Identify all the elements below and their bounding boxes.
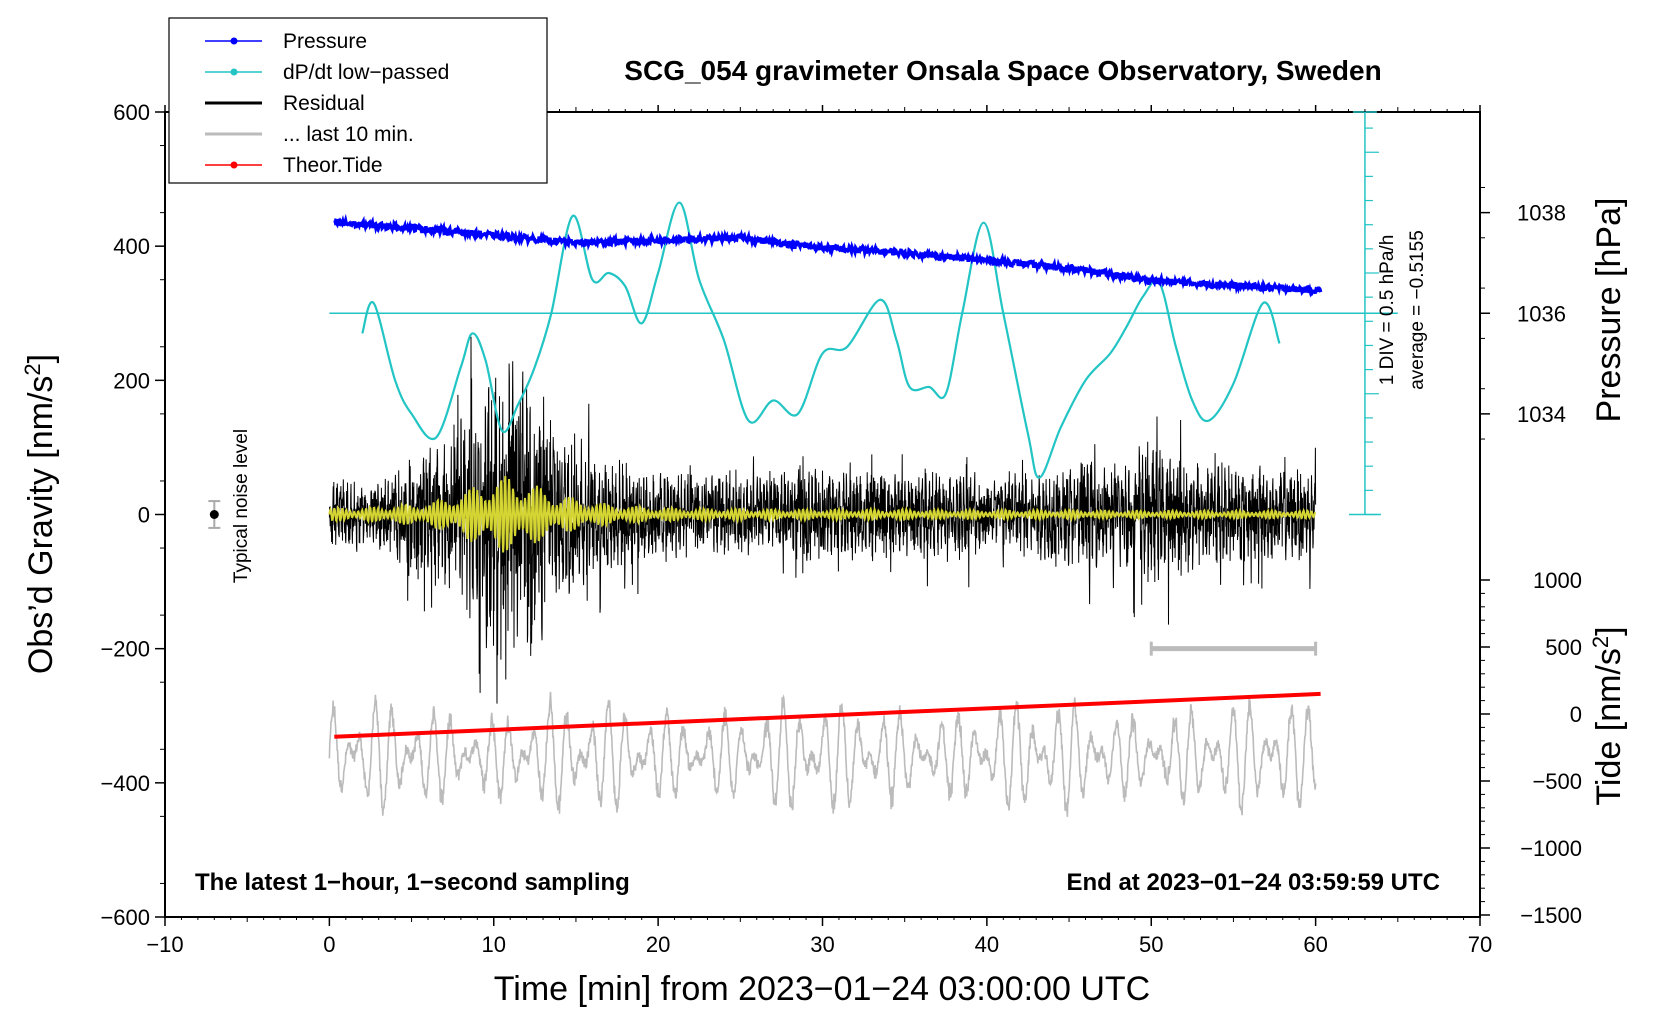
legend-box bbox=[168, 17, 548, 184]
axes-layer: −10 0 10 20 30 40 50 60 70 600 400 200 0 −200 −400 −600… bbox=[100, 100, 1582, 957]
legend-marker bbox=[230, 68, 238, 76]
legend-item: Pressure bbox=[205, 30, 367, 53]
legend-label: Theor.Tide bbox=[283, 154, 383, 177]
y-axis-title: Obs’d Gravity [nm/s2] bbox=[20, 354, 60, 674]
tide-tick-label: −1500 bbox=[1520, 903, 1582, 928]
x-axis-title: Time [min] from 2023−01−24 03:00:00 UTC bbox=[494, 970, 1150, 1008]
tide-axis-title-sup: 2 bbox=[1588, 636, 1613, 648]
pressure-tick-label: 1036 bbox=[1517, 301, 1566, 326]
pressure-axis-title: Pressure [hPa] bbox=[1590, 198, 1628, 423]
tide-tick-label: −1000 bbox=[1520, 836, 1582, 861]
y-axis-title-end: ] bbox=[22, 354, 60, 363]
y-tick-label: −200 bbox=[100, 637, 150, 662]
legend-marker bbox=[230, 161, 238, 169]
legend-item: Theor.Tide bbox=[205, 154, 383, 177]
tide-axis-title-end: ] bbox=[1590, 626, 1628, 635]
pressure-tick-label: 1038 bbox=[1517, 201, 1566, 226]
residual-line bbox=[328, 336, 1317, 704]
tide-tick-label: 1000 bbox=[1533, 568, 1582, 593]
x-tick-label: 40 bbox=[975, 932, 999, 957]
y-tick-label: 600 bbox=[113, 100, 150, 125]
legend-item: ... last 10 min. bbox=[205, 123, 414, 146]
x-tick-label: 60 bbox=[1303, 932, 1327, 957]
x-tick-label: −10 bbox=[146, 932, 183, 957]
tide-tick-label: −500 bbox=[1532, 769, 1582, 794]
legend-item: dP/dt low−passed bbox=[205, 61, 449, 84]
y-tick-label: −600 bbox=[100, 905, 150, 930]
pressure-line bbox=[333, 213, 1323, 298]
theoretical-tide-line bbox=[334, 691, 1321, 739]
y-axis-title-sup: 2 bbox=[20, 363, 45, 375]
noise-level-point bbox=[209, 510, 219, 519]
x-tick-label: 50 bbox=[1139, 932, 1163, 957]
tide-axis-title: Tide [nm/s2] bbox=[1588, 626, 1628, 805]
series-layer bbox=[208, 111, 1398, 817]
y-tick-label: 0 bbox=[138, 503, 150, 528]
annotation-bottom-right: End at 2023−01−24 03:59:59 UTC bbox=[1066, 869, 1440, 896]
filtered-residual-line bbox=[328, 475, 1317, 553]
y-tick-label: 200 bbox=[113, 368, 150, 393]
x-tick-label: 20 bbox=[646, 932, 670, 957]
x-tick-label: 70 bbox=[1468, 932, 1492, 957]
tide-axis-title-main: Tide [nm/s bbox=[1590, 648, 1628, 805]
legend-item: Residual bbox=[205, 92, 365, 115]
legend-label: ... last 10 min. bbox=[283, 123, 414, 146]
tide-tick-label: 500 bbox=[1545, 635, 1582, 660]
legend: Pressure dP/dt low−passed Residual ... last… bbox=[168, 17, 548, 184]
legend-label: Pressure bbox=[283, 30, 367, 53]
legend-label: Residual bbox=[283, 92, 365, 115]
dpdt-average-label: average = −0.5155 bbox=[1407, 230, 1428, 390]
x-tick-label: 30 bbox=[810, 932, 834, 957]
dpdt-line bbox=[361, 201, 1281, 479]
x-tick-label: 10 bbox=[482, 932, 506, 957]
y-axis-title-main: Obs’d Gravity [nm/s bbox=[22, 376, 60, 675]
annotation-bottom-left: The latest 1−hour, 1−second sampling bbox=[195, 869, 630, 896]
legend-label: dP/dt low−passed bbox=[283, 61, 449, 84]
tide-tick-label: 0 bbox=[1570, 702, 1582, 727]
chart-title: SCG_054 gravimeter Onsala Space Observat… bbox=[624, 55, 1381, 86]
y-tick-label: 400 bbox=[113, 234, 150, 259]
legend-marker bbox=[230, 37, 238, 45]
y-tick-label: −400 bbox=[100, 771, 150, 796]
dpdt-div-label: 1 DIV = 0.5 hPa/h bbox=[1377, 235, 1398, 386]
pressure-tick-label: 1034 bbox=[1517, 402, 1566, 427]
x-tick-label: 0 bbox=[323, 932, 335, 957]
last-10-min-line bbox=[328, 691, 1317, 817]
noise-level-label: Typical noise level bbox=[231, 429, 252, 583]
